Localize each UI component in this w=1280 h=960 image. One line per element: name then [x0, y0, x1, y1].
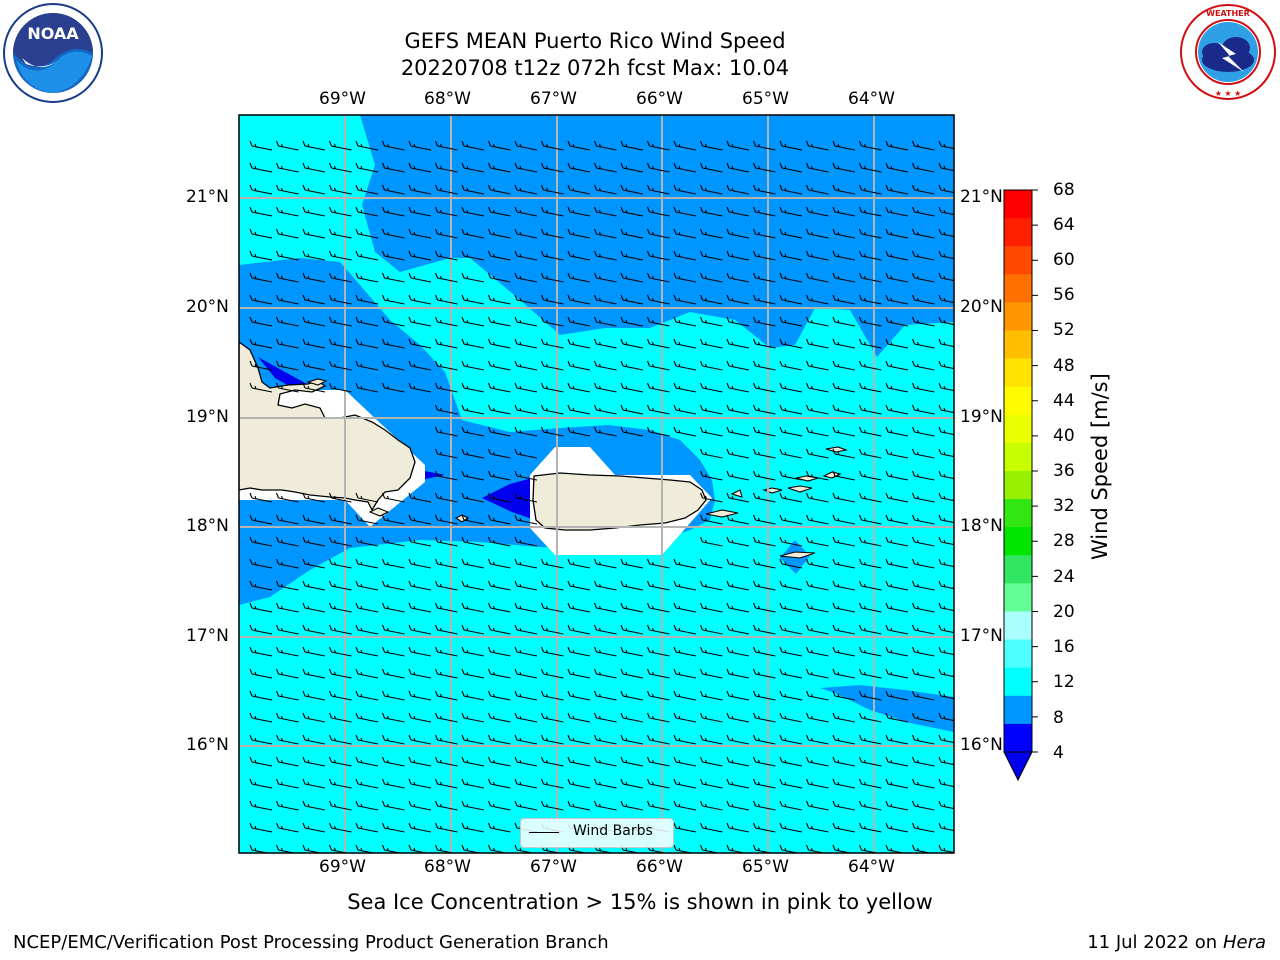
- lon-label-top: 66°W: [636, 89, 683, 109]
- lat-label-right: 20°N: [960, 297, 1003, 317]
- lon-label-top: 69°W: [319, 89, 366, 109]
- lat-label-right: 18°N: [960, 516, 1003, 536]
- lon-label-bottom: 69°W: [319, 857, 366, 877]
- svg-text:NOAA: NOAA: [27, 24, 79, 43]
- land-saona: [368, 507, 390, 517]
- legend: Wind Barbs: [520, 818, 674, 848]
- colorbar-tick-label: 44: [1053, 391, 1075, 411]
- lon-label-top: 65°W: [742, 89, 789, 109]
- colorbar-tick-label: 40: [1053, 426, 1075, 446]
- lat-label-right: 17°N: [960, 626, 1003, 646]
- lon-label-top: 67°W: [530, 89, 577, 109]
- graticule: [239, 115, 954, 853]
- legend-label: Wind Barbs: [573, 823, 653, 839]
- colorbar-swatch: [1004, 695, 1032, 725]
- colorbar-swatch: [1004, 611, 1032, 641]
- colorbar-tick-label: 4: [1053, 743, 1064, 763]
- colorbar-tick-label: 12: [1053, 672, 1075, 692]
- colorbar-swatch: [1004, 246, 1032, 275]
- colorbar-swatch: [1004, 190, 1032, 219]
- svg-text:★ ★ ★: ★ ★ ★: [1215, 89, 1242, 98]
- lon-label-bottom: 68°W: [424, 857, 471, 877]
- footer-branch: NCEP/EMC/Verification Post Processing Pr…: [13, 932, 609, 953]
- colorbar-swatch: [1004, 274, 1032, 303]
- colorbar-extend-arrow: [1003, 751, 1033, 782]
- colorbar-tick-label: 36: [1053, 461, 1075, 481]
- lat-label-right: 19°N: [960, 407, 1003, 427]
- lon-label-bottom: 65°W: [742, 857, 789, 877]
- colorbar-tick-label: 20: [1053, 602, 1075, 622]
- colorbar-tick-label: 32: [1053, 496, 1075, 516]
- footer-machine: Hera: [1222, 932, 1266, 953]
- colorbar-swatch: [1004, 218, 1032, 247]
- land-mona: [454, 514, 470, 523]
- land-vieques: [705, 509, 739, 518]
- colorbar-tick-label: 48: [1053, 356, 1075, 376]
- colorbar-swatch: [1004, 499, 1032, 528]
- colorbar-swatch: [1004, 358, 1032, 388]
- colorbar-tick-label: 8: [1053, 708, 1064, 728]
- lon-label-bottom: 67°W: [530, 857, 577, 877]
- colorbar-swatch: [1004, 527, 1032, 556]
- colorbar-tick-label: 28: [1053, 531, 1075, 551]
- speed-fill-below-4-c: [420, 470, 445, 480]
- land-culebra: [730, 489, 743, 498]
- colorbar-tick-label: 60: [1053, 250, 1075, 270]
- colorbar-tick-label: 16: [1053, 637, 1075, 657]
- colorbar-swatch: [1004, 555, 1032, 584]
- land-anegada: [825, 446, 848, 453]
- colorbar-swatch: [1004, 414, 1032, 444]
- colorbar-tick-label: 24: [1053, 567, 1075, 587]
- footer-date: 11 Jul 2022 on Hera: [1087, 932, 1266, 953]
- colorbar-tick-label: 68: [1053, 180, 1075, 200]
- land-st-croix: [779, 551, 816, 559]
- colorbar-swatch: [1004, 583, 1032, 612]
- speed-fill-below-4-b: [482, 478, 535, 520]
- map-frame: [238, 114, 955, 854]
- colorbar: [1003, 189, 1038, 782]
- land-virgin-gorda: [822, 471, 842, 479]
- colorbar-swatch: [1004, 471, 1032, 500]
- colorbar-tick-label: 56: [1053, 285, 1075, 305]
- footer-date-text: 11 Jul 2022 on: [1087, 932, 1223, 953]
- lat-label-right: 16°N: [960, 735, 1003, 755]
- colorbar-swatch: [1004, 723, 1032, 753]
- legend-line-icon: [529, 832, 559, 833]
- lon-label-bottom: 64°W: [848, 857, 895, 877]
- svg-text:WEATHER: WEATHER: [1206, 9, 1250, 18]
- lat-label-left: 16°N: [186, 735, 229, 755]
- colorbar-swatch: [1004, 330, 1032, 360]
- lat-label-left: 19°N: [186, 407, 229, 427]
- colorbar-tick-label: 64: [1053, 215, 1075, 235]
- colorbar-swatch: [1004, 302, 1032, 331]
- nws-logo: WEATHER ★ ★ ★: [1180, 4, 1276, 100]
- colorbar-swatch: [1004, 639, 1032, 669]
- colorbar-swatch: [1004, 667, 1032, 697]
- lat-label-left: 18°N: [186, 516, 229, 536]
- land-st-john: [787, 485, 813, 493]
- lat-label-right: 21°N: [960, 187, 1003, 207]
- caption: Sea Ice Concentration > 15% is shown in …: [347, 890, 933, 914]
- lon-label-top: 68°W: [424, 89, 471, 109]
- lat-label-left: 17°N: [186, 626, 229, 646]
- lon-label-bottom: 66°W: [636, 857, 683, 877]
- lat-label-left: 20°N: [186, 297, 229, 317]
- colorbar-title: Wind Speed [m/s]: [1088, 373, 1112, 560]
- noaa-logo: NOAA: [3, 3, 103, 103]
- chart-subtitle: 20220708 t12z 072h fcst Max: 10.04: [400, 56, 790, 80]
- colorbar-tick-label: 52: [1053, 320, 1075, 340]
- colorbar-swatch: [1004, 386, 1032, 416]
- lat-label-left: 21°N: [186, 187, 229, 207]
- colorbar-swatch: [1004, 442, 1032, 472]
- land-tortuga: [306, 378, 328, 386]
- lon-label-top: 64°W: [848, 89, 895, 109]
- chart-title: GEFS MEAN Puerto Rico Wind Speed: [404, 29, 786, 53]
